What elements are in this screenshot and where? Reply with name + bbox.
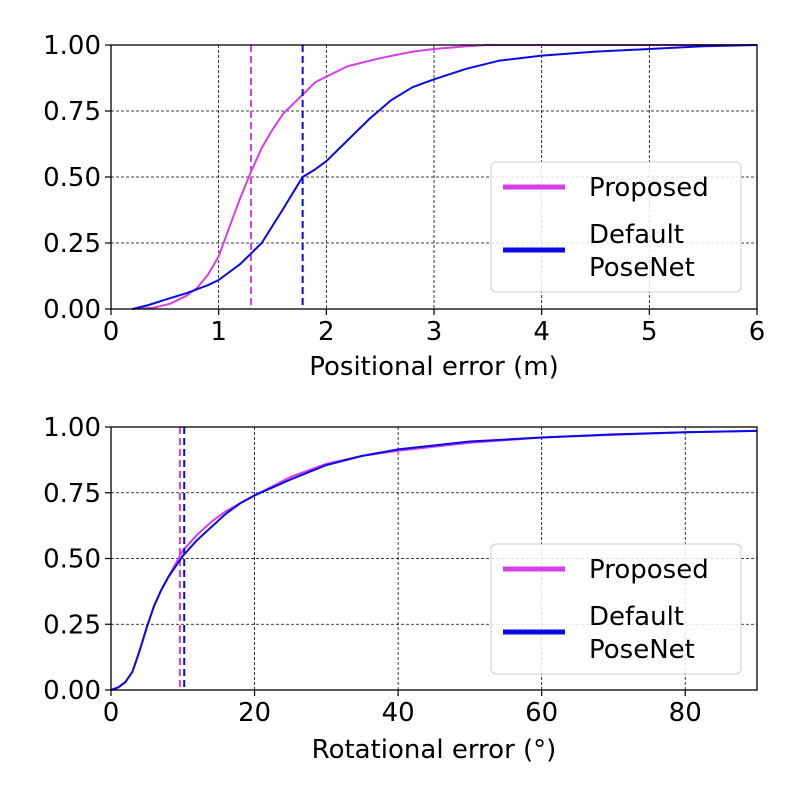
legend-label-proposed: Proposed bbox=[589, 173, 709, 203]
legend: Proposed Default PoseNet bbox=[490, 543, 742, 675]
chart-panel-1: 0 1 2 3 4 5 6 0.00 0.25 0.50 0.75 1.00 Positional er… bbox=[43, 31, 765, 382]
y-tick-label: 0.50 bbox=[43, 545, 101, 575]
legend-box bbox=[490, 161, 742, 293]
x-tick-label: 80 bbox=[669, 698, 702, 728]
legend: Proposed Default PoseNet bbox=[490, 161, 742, 293]
y-tick-label: 0.25 bbox=[43, 610, 101, 640]
y-tick-label: 0.75 bbox=[43, 97, 101, 127]
x-tick-label: 1 bbox=[210, 317, 227, 347]
x-tick-label: 3 bbox=[426, 317, 443, 347]
x-tick-label: 20 bbox=[238, 698, 271, 728]
x-tick-label: 4 bbox=[533, 317, 550, 347]
x-tick-label: 60 bbox=[525, 698, 558, 728]
legend-label-proposed: Proposed bbox=[589, 555, 709, 585]
legend-box bbox=[490, 543, 742, 675]
x-tick-label: 0 bbox=[103, 698, 120, 728]
legend-label-default-posenet: Default PoseNet bbox=[589, 220, 695, 283]
y-tick-label: 0.00 bbox=[43, 676, 101, 706]
y-tick-label: 0.75 bbox=[43, 479, 101, 509]
x-tick-label: 2 bbox=[318, 317, 335, 347]
legend-label-default-posenet: Default PoseNet bbox=[589, 602, 695, 665]
series-line-proposed bbox=[132, 44, 757, 310]
x-tick-label: 5 bbox=[641, 317, 658, 347]
y-tick-label: 0.00 bbox=[43, 295, 101, 325]
x-tick-label: 40 bbox=[382, 698, 415, 728]
y-tick-label: 0.50 bbox=[43, 163, 101, 193]
y-tick-label: 1.00 bbox=[43, 413, 101, 443]
series-line-default-posenet bbox=[110, 429, 758, 691]
x-axis-label: Positional error (m) bbox=[309, 352, 558, 382]
series-line-default-posenet bbox=[132, 44, 758, 310]
y-tick-label: 1.00 bbox=[43, 31, 101, 61]
y-tick-label: 0.25 bbox=[43, 229, 101, 259]
x-tick-label: 0 bbox=[103, 317, 120, 347]
chart-panel-2: 0 20 40 60 80 0.00 0.25 0.50 0.75 1.00 Rotational … bbox=[43, 413, 758, 765]
x-tick-label: 6 bbox=[749, 317, 766, 347]
x-axis-label: Rotational error (°) bbox=[312, 735, 557, 765]
